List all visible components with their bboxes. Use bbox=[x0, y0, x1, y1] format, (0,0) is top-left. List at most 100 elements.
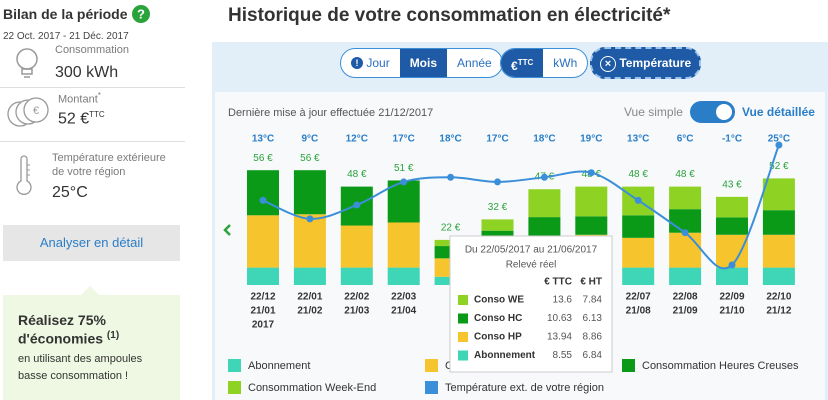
tooltip-swatch bbox=[458, 295, 468, 305]
divider bbox=[0, 141, 185, 142]
temperature-point bbox=[400, 178, 408, 186]
tooltip-ttc: 10.63 bbox=[547, 313, 572, 324]
total-label: 56 € bbox=[253, 153, 273, 164]
total-label: 32 € bbox=[488, 202, 508, 213]
x-tick-label: 21/03 bbox=[344, 306, 369, 317]
tooltip-row-label: Abonnement bbox=[474, 350, 536, 361]
bar-segment bbox=[247, 170, 279, 216]
total-label: 43 € bbox=[722, 179, 742, 190]
view-simple[interactable]: Vue simple bbox=[624, 105, 683, 119]
x-tick-label: 22/09 bbox=[719, 292, 744, 303]
x-tick-label: 22/02 bbox=[344, 292, 369, 303]
amount-label: Montant bbox=[58, 93, 98, 106]
total-label: 48 € bbox=[675, 169, 695, 180]
temperature-label: 18°C bbox=[439, 134, 461, 145]
total-label: 52 € bbox=[769, 161, 789, 172]
prev-arrow[interactable] bbox=[223, 224, 231, 236]
temperature-label: 19°C bbox=[580, 134, 602, 145]
bar-segment bbox=[716, 267, 748, 285]
bar-segment bbox=[762, 267, 795, 285]
bar-segment bbox=[528, 189, 561, 218]
divider bbox=[0, 87, 185, 88]
temperature-point bbox=[587, 169, 595, 177]
x-tick-label: 21/12 bbox=[766, 306, 791, 317]
tooltip-swatch bbox=[458, 313, 468, 324]
promo-notch bbox=[80, 286, 100, 296]
x-tick-label: 21/10 bbox=[719, 306, 744, 317]
sidebar-title: Bilan de la période bbox=[3, 6, 128, 22]
unit-button[interactable]: kWh bbox=[553, 56, 578, 70]
temperature-point bbox=[306, 215, 314, 223]
period-button[interactable]: Année bbox=[457, 56, 492, 70]
period-label: Jour bbox=[366, 56, 390, 70]
temperature-value: 25°C bbox=[52, 184, 88, 201]
tooltip-box bbox=[449, 235, 613, 373]
tooltip-row-label: Conso WE bbox=[474, 295, 524, 306]
view-detailed[interactable]: Vue détaillée bbox=[742, 105, 815, 119]
tooltip-ttc: 8.55 bbox=[553, 350, 573, 361]
temperature-label: 17°C bbox=[486, 134, 508, 145]
total-label: 56 € bbox=[300, 153, 320, 164]
legend-swatch bbox=[425, 359, 438, 372]
bar-segment bbox=[762, 234, 795, 268]
x-tick-label: 21/04 bbox=[391, 306, 416, 317]
temperature-toggle[interactable]: × Température bbox=[590, 47, 702, 79]
bar-segment bbox=[622, 267, 655, 285]
bar-segment bbox=[293, 214, 326, 268]
bar-segment bbox=[575, 186, 608, 217]
bar-segment bbox=[716, 196, 748, 218]
legend-swatch bbox=[425, 381, 438, 394]
period-button[interactable]: ! Jour bbox=[341, 49, 400, 77]
bar-segment bbox=[340, 267, 373, 285]
bar-segment bbox=[528, 217, 561, 239]
total-label: 22 € bbox=[441, 223, 461, 234]
temperature-point bbox=[681, 229, 689, 237]
analyze-button[interactable]: Analyser en détail bbox=[3, 225, 180, 261]
consumption-label: Consommation bbox=[55, 44, 129, 56]
x-tick-label: 22/07 bbox=[626, 292, 651, 303]
temperature-label: 12°C bbox=[346, 134, 368, 145]
bar-segment bbox=[387, 267, 420, 285]
bar-segment bbox=[716, 217, 748, 235]
period-toggle: ! Jour Mois Année bbox=[340, 48, 503, 78]
thermometer-icon bbox=[16, 155, 32, 195]
consumption-value: 300 kWh bbox=[55, 64, 119, 81]
tooltip-ht: 8.86 bbox=[583, 332, 603, 343]
tooltip: Du 22/05/2017 au 21/06/2017 Relevé réel € … bbox=[449, 235, 613, 373]
tooltip-ht: 6.13 bbox=[583, 313, 603, 324]
x-tick-label: 22/03 bbox=[391, 292, 416, 303]
page-title: Historique de votre consommation en élec… bbox=[228, 5, 671, 26]
amount-mark: * bbox=[97, 91, 101, 100]
bar-segment bbox=[669, 267, 702, 285]
temperature-label: Température extérieure de votre région bbox=[52, 152, 166, 178]
promo-text: en utilisant des ampoules basse consomma… bbox=[18, 353, 143, 382]
legend-swatch bbox=[228, 381, 241, 394]
temperature-point bbox=[447, 173, 455, 181]
tooltip-title: Du 22/05/2017 au 21/06/2017 bbox=[465, 245, 598, 256]
x-tick-label: 21/08 bbox=[626, 306, 651, 317]
bar-segment bbox=[340, 225, 373, 268]
view-switch[interactable] bbox=[690, 101, 735, 123]
temperature-toggle-label: Température bbox=[619, 56, 692, 70]
temperature-label: 6°C bbox=[677, 134, 694, 145]
temperature-point bbox=[353, 201, 361, 209]
temperature-label: 13°C bbox=[252, 134, 274, 145]
unit-label: € bbox=[511, 59, 518, 73]
coins-icon: € bbox=[7, 97, 49, 127]
bar-segment bbox=[622, 237, 655, 268]
period-button[interactable]: Mois bbox=[399, 49, 448, 77]
legend-label: Consommation Week-End bbox=[248, 382, 376, 394]
amount-unit: TTC bbox=[89, 110, 105, 119]
x-tick-label: 22/08 bbox=[673, 292, 698, 303]
unit-button[interactable]: €TTC bbox=[501, 49, 544, 77]
temperature-label: 13°C bbox=[627, 134, 649, 145]
bar-segment bbox=[293, 170, 326, 215]
bar-segment bbox=[762, 178, 795, 211]
temperature-label: 18°C bbox=[533, 134, 555, 145]
promo-box bbox=[3, 295, 180, 400]
legend-label: Température ext. de votre région bbox=[445, 382, 604, 394]
help-icon[interactable]: ? bbox=[132, 5, 150, 23]
bar-segment bbox=[387, 180, 420, 223]
temperature-label: 25°C bbox=[768, 134, 790, 145]
